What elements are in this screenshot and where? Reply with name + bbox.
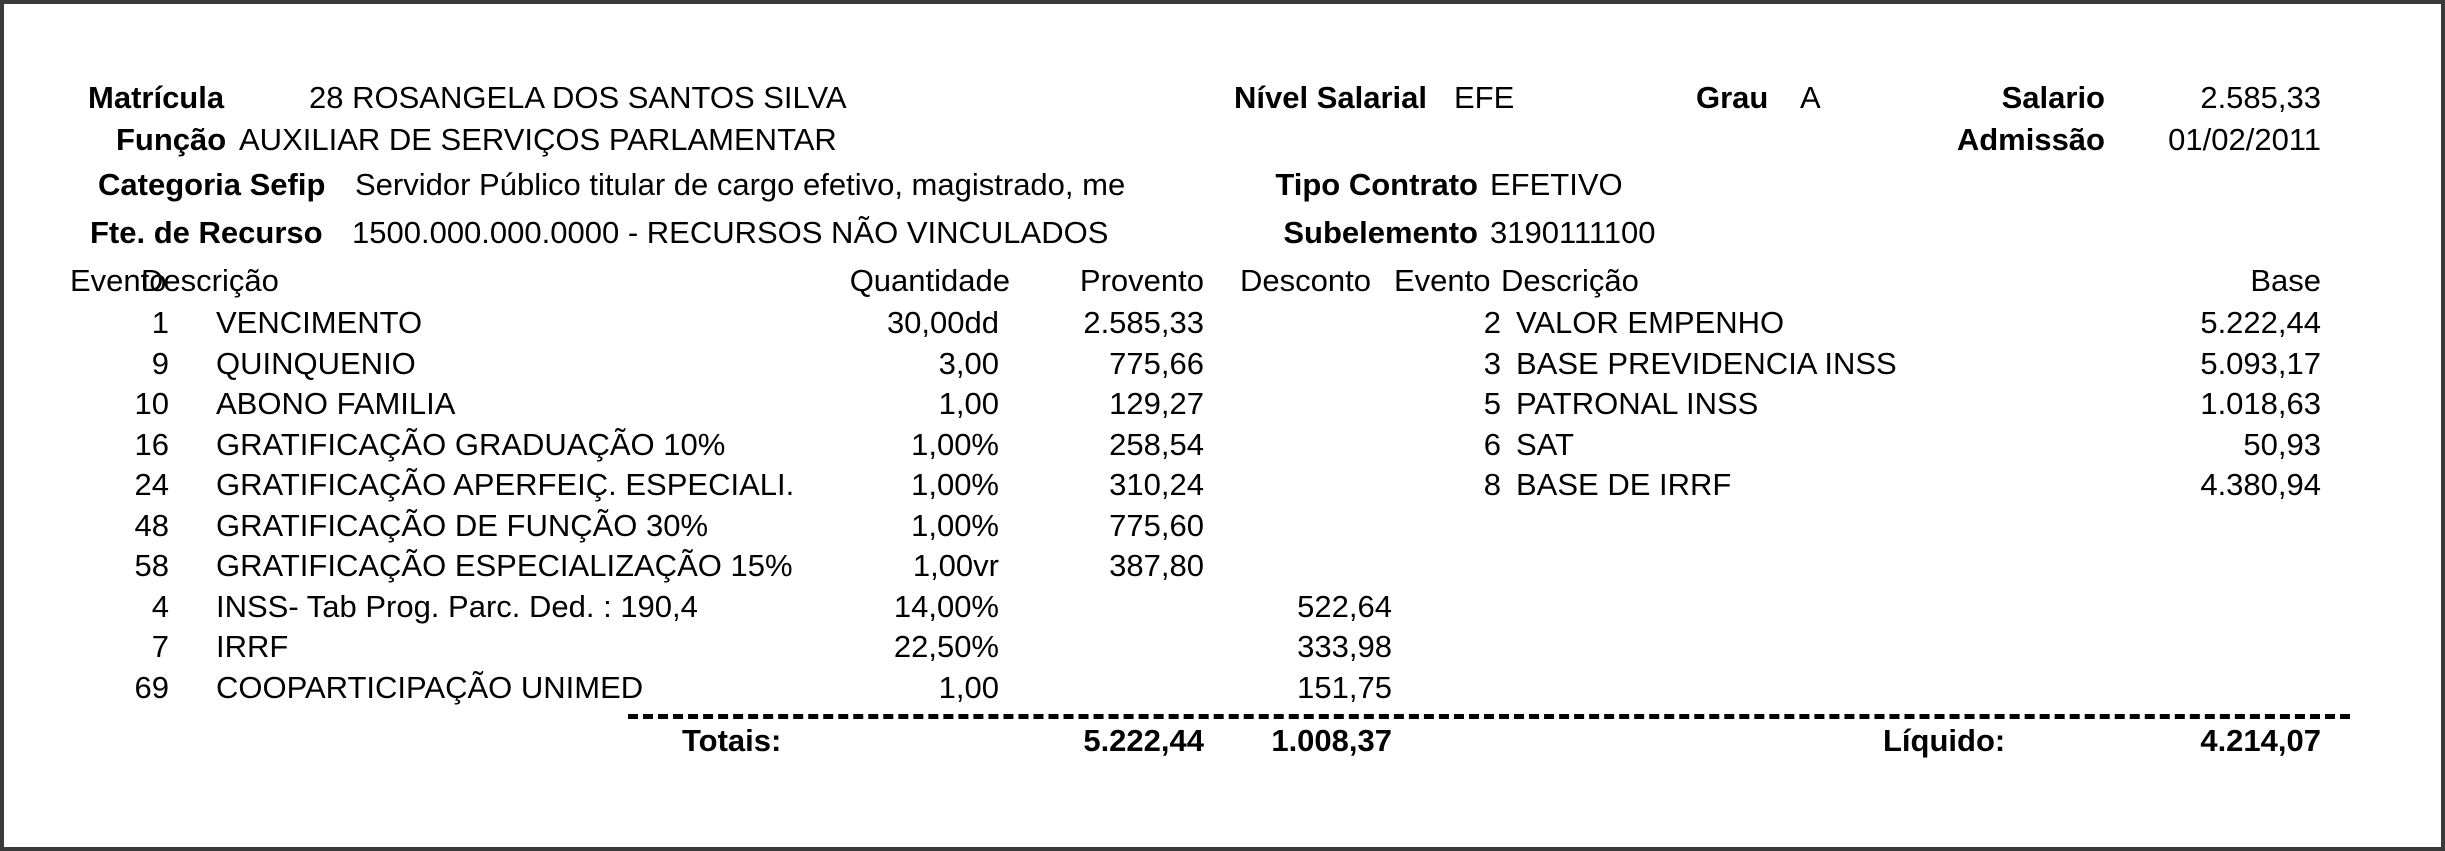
- base-event-value: 5.093,17: [2200, 346, 2321, 381]
- totais-desconto: 1.008,37: [1271, 723, 1392, 758]
- subelemento-label: Subelemento: [1283, 215, 1478, 250]
- salario-value: 2.585,33: [2200, 80, 2321, 115]
- nivel-salarial-label: Nível Salarial: [1234, 80, 1428, 115]
- admissao-label: Admissão: [1956, 122, 2105, 157]
- base-event-description: SAT: [1516, 427, 1574, 462]
- event-provento: 2.585,33: [1083, 305, 1204, 340]
- event-code: 4: [151, 589, 169, 624]
- totais-label: Totais:: [682, 723, 782, 758]
- col-header-descricao-right: Descrição: [1501, 263, 1639, 298]
- event-desconto: 522,64: [1297, 589, 1392, 624]
- event-description: COOPARTICIPAÇÃO UNIMED: [216, 670, 644, 705]
- base-event-value: 50,93: [2243, 427, 2321, 462]
- liquido-value: 4.214,07: [2200, 723, 2321, 758]
- event-quantity: 1,00: [938, 670, 999, 705]
- grau-label: Grau: [1696, 80, 1769, 115]
- matricula-value: 28 ROSANGELA DOS SANTOS SILVA: [309, 80, 847, 115]
- event-provento: 775,66: [1109, 346, 1204, 381]
- totals-divider: [628, 714, 2350, 719]
- grau-value: A: [1800, 80, 1821, 115]
- event-quantity: 14,00%: [893, 589, 999, 624]
- base-event-value: 5.222,44: [2200, 305, 2321, 340]
- base-event-code: 3: [1483, 346, 1501, 381]
- event-description: VENCIMENTO: [216, 305, 423, 340]
- base-event-value: 4.380,94: [2200, 467, 2321, 502]
- event-code: 9: [151, 346, 169, 381]
- event-code: 48: [134, 508, 169, 543]
- base-event-code: 2: [1483, 305, 1501, 340]
- event-code: 1: [151, 305, 169, 340]
- col-header-evento-left: Evento: [70, 263, 167, 298]
- col-header-evento-right: Evento: [1394, 263, 1491, 298]
- col-header-descricao-left: Descrição: [141, 263, 279, 298]
- col-header-provento: Provento: [1079, 263, 1204, 298]
- event-desconto: 333,98: [1297, 629, 1392, 664]
- event-quantity: 1,00: [938, 386, 999, 421]
- salario-label: Salario: [2001, 80, 2105, 115]
- col-header-base: Base: [2250, 263, 2321, 298]
- event-description: GRATIFICAÇÃO GRADUAÇÃO 10%: [216, 427, 726, 462]
- funcao-value: AUXILIAR DE SERVIÇOS PARLAMENTAR: [239, 122, 837, 157]
- totais-provento: 5.222,44: [1083, 723, 1204, 758]
- fte-recurso-label: Fte. de Recurso: [90, 215, 323, 250]
- event-quantity: 1,00%: [911, 427, 999, 462]
- event-provento: 129,27: [1109, 386, 1204, 421]
- base-event-description: VALOR EMPENHO: [1516, 305, 1785, 340]
- base-event-description: BASE PREVIDENCIA INSS: [1516, 346, 1897, 381]
- liquido-label: Líquido:: [1883, 723, 2006, 758]
- categoria-sefip-value: Servidor Público titular de cargo efetiv…: [355, 167, 1126, 202]
- event-description: ABONO FAMILIA: [216, 386, 456, 421]
- base-event-code: 5: [1483, 386, 1501, 421]
- fte-recurso-value: 1500.000.000.0000 - RECURSOS NÃO VINCULA…: [352, 215, 1109, 250]
- subelemento-value: 3190111100: [1490, 215, 1656, 250]
- event-description: IRRF: [216, 629, 289, 664]
- event-code: 10: [134, 386, 169, 421]
- base-event-description: PATRONAL INSS: [1516, 386, 1759, 421]
- event-quantity: 22,50%: [893, 629, 999, 664]
- event-code: 7: [151, 629, 169, 664]
- event-provento: 775,60: [1109, 508, 1204, 543]
- admissao-value: 01/02/2011: [2168, 122, 2321, 157]
- event-desconto: 151,75: [1297, 670, 1392, 705]
- col-header-quantidade: Quantidade: [849, 263, 1010, 298]
- categoria-sefip-label: Categoria Sefip: [98, 167, 326, 202]
- base-event-value: 1.018,63: [2200, 386, 2321, 421]
- col-header-desconto: Desconto: [1240, 263, 1371, 298]
- event-description: GRATIFICAÇÃO APERFEIÇ. ESPECIALI.: [216, 467, 795, 502]
- tipo-contrato-label: Tipo Contrato: [1275, 167, 1478, 202]
- event-provento: 387,80: [1109, 548, 1204, 583]
- base-event-code: 8: [1483, 467, 1501, 502]
- event-description: GRATIFICAÇÃO DE FUNÇÃO 30%: [216, 508, 709, 543]
- nivel-salarial-value: EFE: [1454, 80, 1515, 115]
- event-description: INSS- Tab Prog. Parc. Ded. : 190,4: [216, 589, 698, 624]
- event-code: 69: [134, 670, 169, 705]
- tipo-contrato-value: EFETIVO: [1490, 167, 1623, 202]
- event-provento: 258,54: [1109, 427, 1204, 462]
- event-code: 24: [134, 467, 169, 502]
- event-quantity: 1,00%: [911, 508, 999, 543]
- base-event-description: BASE DE IRRF: [1516, 467, 1732, 502]
- event-quantity: 1,00vr: [912, 548, 999, 583]
- event-provento: 310,24: [1109, 467, 1204, 502]
- event-quantity: 30,00dd: [886, 305, 999, 340]
- event-code: 58: [134, 548, 169, 583]
- event-quantity: 1,00%: [911, 467, 999, 502]
- funcao-label: Função: [116, 122, 227, 157]
- event-description: GRATIFICAÇÃO ESPECIALIZAÇÃO 15%: [216, 548, 793, 583]
- event-code: 16: [134, 427, 169, 462]
- base-event-code: 6: [1483, 427, 1501, 462]
- matricula-label: Matrícula: [88, 80, 225, 115]
- event-description: QUINQUENIO: [216, 346, 416, 381]
- event-quantity: 3,00: [938, 346, 999, 381]
